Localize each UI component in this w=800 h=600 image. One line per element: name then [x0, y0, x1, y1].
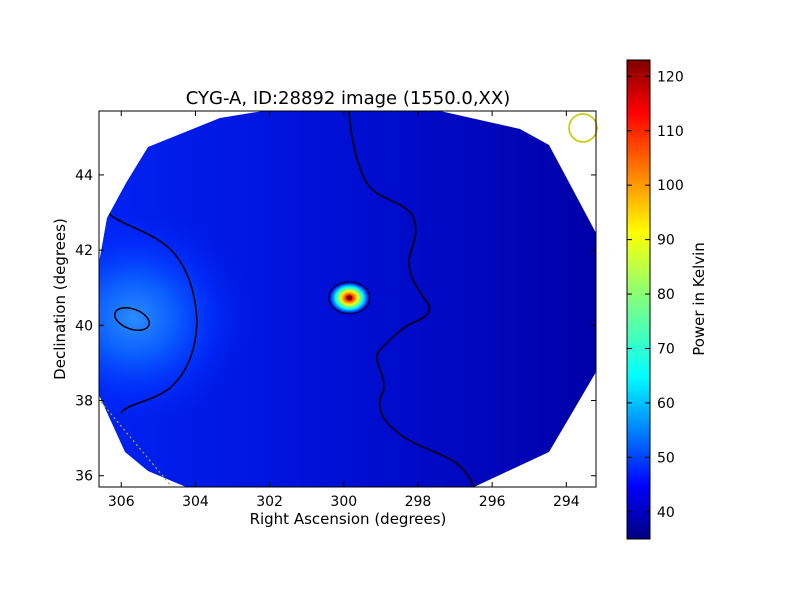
source-contour-ring [344, 294, 354, 302]
source-contour-ring [329, 282, 370, 314]
colorbar-ticks: 40 50 60 70 80 90 100 110 120 [627, 69, 684, 521]
source-contour-ring [338, 289, 361, 307]
y-axis-label: Declination (degrees) [51, 218, 69, 380]
x-tick-label: 302 [256, 494, 283, 510]
colorbar-tick-label: 120 [657, 69, 684, 85]
x-tick-label: 298 [405, 494, 432, 510]
source-contour-ring [337, 288, 362, 308]
dotted-boundary-line [100, 401, 173, 487]
colorbar-tick-label: 50 [657, 450, 675, 466]
x-tick-label: 294 [553, 494, 580, 510]
source-contour-ring [333, 285, 366, 311]
y-tick-label: 40 [75, 318, 93, 334]
source-contours [328, 281, 371, 315]
x-tick-label: 300 [330, 494, 357, 510]
colorbar-tick-label: 70 [657, 341, 675, 357]
source-contour-ring [342, 292, 357, 304]
source-contour-ring [336, 287, 363, 309]
source-contour-ring [332, 284, 367, 312]
source-contour-ring [339, 290, 359, 306]
x-tick-label: 306 [108, 494, 135, 510]
y-tick-label: 44 [75, 168, 93, 184]
y-axis: 36 38 40 42 44 [75, 168, 596, 485]
y-tick-label: 38 [75, 394, 93, 410]
colorbar-tick-label: 40 [657, 505, 675, 521]
plot-area [98, 110, 598, 488]
colorbar-tick-label: 90 [657, 233, 675, 249]
contour-line [106, 211, 198, 414]
colorbar: 40 50 60 70 80 90 100 110 120 Power in Kelvin [626, 59, 708, 540]
source-contour-ring [328, 281, 371, 315]
source-contour-ring [343, 293, 356, 303]
source-contour-ring [341, 291, 358, 305]
chart-title: CYG-A, ID:28892 image (1550.0,XX) [186, 88, 510, 109]
beam-marker [568, 113, 598, 143]
source-contour-ring [330, 283, 368, 313]
axes-frame [98, 110, 597, 488]
colorbar-gradient [626, 59, 651, 540]
x-tick-label: 304 [182, 494, 209, 510]
colorbar-tick-label: 100 [657, 178, 684, 194]
y-tick-label: 42 [75, 243, 93, 259]
colorbar-label: Power in Kelvin [690, 242, 708, 356]
y-tick-label: 36 [75, 469, 93, 485]
x-axis-label: Right Ascension (degrees) [250, 510, 447, 528]
colorbar-tick-label: 110 [657, 124, 684, 140]
contour-line [348, 111, 475, 487]
sky-map [99, 111, 596, 487]
western-emission [99, 208, 254, 428]
colorbar-tick-label: 80 [657, 287, 675, 303]
contour-line [113, 307, 151, 331]
x-axis: 306 304 302 300 298 296 294 [108, 111, 580, 510]
colorbar-tick-label: 60 [657, 396, 675, 412]
source-peak [346, 295, 353, 301]
source-contour-ring [334, 286, 364, 310]
x-tick-label: 296 [479, 494, 506, 510]
